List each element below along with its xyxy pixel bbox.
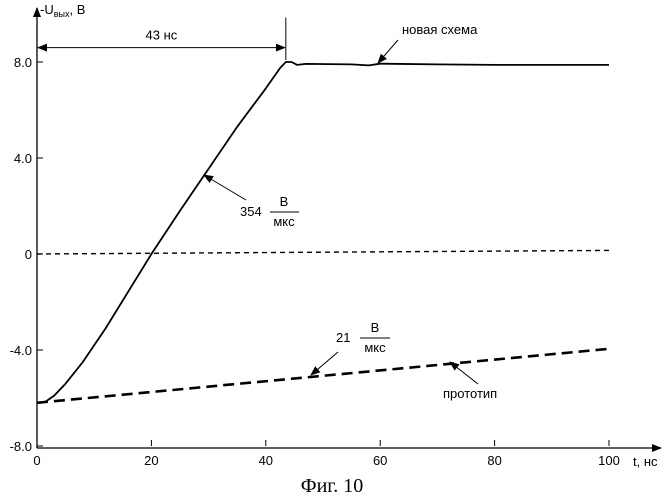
rate-new-numerator: В [280, 194, 289, 209]
x-tick-label: 100 [598, 453, 620, 468]
series-label-new: новая схема [402, 22, 478, 37]
interval-label: 43 нс [146, 28, 178, 43]
series-label-new-arrow [378, 40, 398, 63]
series-label-proto-arrow [450, 362, 478, 384]
y-axis-label: -Uвых, В [40, 2, 85, 19]
rate-proto-denominator: мкс [364, 340, 386, 355]
x-axis-label: t, нс [633, 454, 658, 469]
series-new-circuit [37, 62, 609, 403]
rate-new-arrow [204, 175, 246, 200]
rate-new-denominator: мкс [273, 214, 295, 229]
y-tick-label: 0 [25, 247, 32, 262]
x-tick-label: 40 [259, 453, 273, 468]
series-zero-reference [37, 250, 609, 254]
y-tick-label: 8.0 [14, 55, 32, 70]
y-tick-label: -4.0 [10, 343, 32, 358]
y-tick-label: -8.0 [10, 439, 32, 454]
rate-proto-value: 21 [336, 330, 350, 345]
series-prototype [37, 349, 609, 403]
x-tick-label: 80 [487, 453, 501, 468]
rate-proto-numerator: В [371, 320, 380, 335]
x-tick-label: 0 [33, 453, 40, 468]
figure-caption: Фиг. 10 [301, 475, 363, 497]
series-label-proto: прототип [443, 386, 497, 401]
rate-proto-arrow [311, 352, 338, 375]
x-tick-label: 20 [144, 453, 158, 468]
y-tick-label: 4.0 [14, 151, 32, 166]
x-tick-label: 60 [373, 453, 387, 468]
rate-new-value: 354 [240, 204, 262, 219]
